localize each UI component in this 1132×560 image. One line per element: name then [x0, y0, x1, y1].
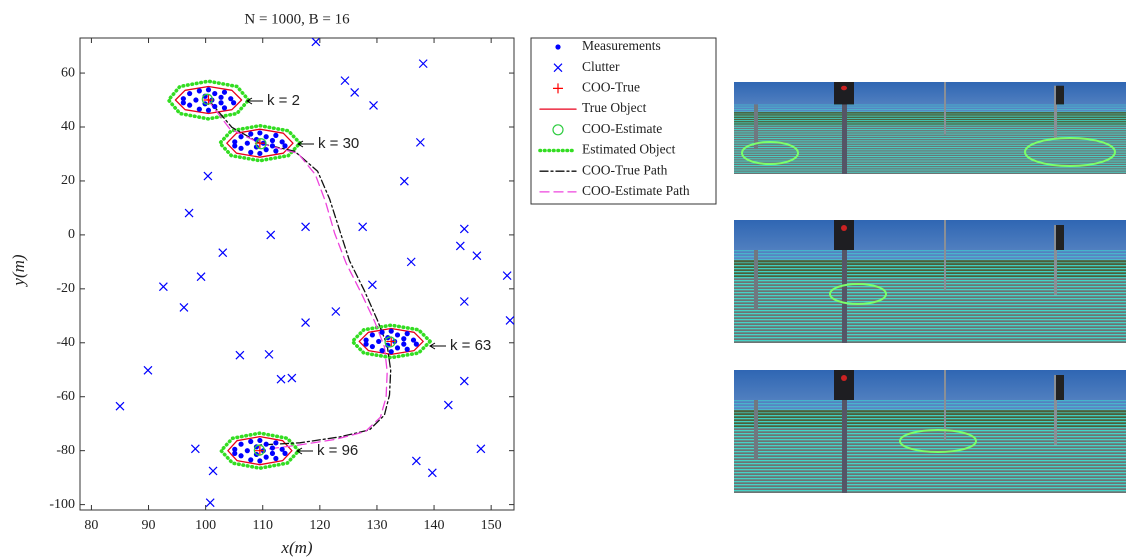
point: [222, 90, 227, 95]
point: [405, 347, 410, 352]
point: [257, 438, 262, 443]
point: [389, 349, 394, 354]
y-tick-label: -20: [56, 281, 75, 296]
point: [193, 97, 198, 102]
annotation: k = 30: [318, 135, 359, 152]
point: [206, 108, 211, 113]
legend-label: Estimated Object: [582, 142, 676, 157]
point: [197, 107, 202, 112]
point: [370, 332, 375, 337]
point: [379, 348, 384, 353]
point: [264, 455, 269, 460]
camera-image: [734, 220, 1126, 343]
x-tick-label: 130: [366, 518, 387, 533]
x-tick-label: 140: [424, 518, 445, 533]
point: [238, 442, 243, 447]
y-tick-label: 20: [61, 173, 75, 188]
point: [257, 151, 262, 156]
chart-title: N = 1000, B = 16: [244, 11, 350, 27]
point: [257, 130, 262, 135]
y-tick-label: -80: [56, 443, 75, 458]
point: [273, 440, 278, 445]
x-tick-label: 120: [309, 518, 330, 533]
point: [257, 458, 262, 463]
x-tick-label: 150: [481, 518, 502, 533]
y-tick-label: -60: [56, 389, 75, 404]
legend-label: COO-Estimate Path: [582, 183, 690, 198]
y-axis-label: y(m): [9, 254, 28, 287]
annotation: k = 2: [267, 92, 300, 109]
point: [218, 95, 223, 100]
point: [273, 133, 278, 138]
point: [206, 87, 211, 92]
point: [379, 330, 384, 335]
point: [273, 456, 278, 461]
legend-label: Measurements: [582, 38, 661, 53]
point: [181, 100, 186, 105]
point: [395, 345, 400, 350]
point: [248, 131, 253, 136]
point: [401, 342, 406, 347]
point: [238, 134, 243, 139]
x-tick-label: 110: [252, 518, 272, 533]
point: [222, 105, 227, 110]
point: [187, 91, 192, 96]
x-tick-label: 90: [142, 518, 156, 533]
point: [273, 148, 278, 153]
y-tick-label: -100: [49, 497, 75, 512]
legend-label: Clutter: [582, 59, 620, 74]
point: [248, 150, 253, 155]
point: [282, 451, 287, 456]
y-tick-label: -40: [56, 335, 75, 350]
point: [218, 100, 223, 105]
point: [264, 442, 269, 447]
point: [232, 451, 237, 456]
point: [238, 453, 243, 458]
point: [212, 91, 217, 96]
legend-label: COO-True: [582, 79, 640, 94]
legend-label: COO-True Path: [582, 162, 668, 177]
point: [232, 143, 237, 148]
annotation: k = 96: [317, 442, 358, 459]
point: [187, 103, 192, 108]
point: [245, 448, 250, 453]
point: [238, 146, 243, 151]
camera-image: [734, 370, 1126, 493]
point: [405, 331, 410, 336]
point: [248, 439, 253, 444]
point: [197, 88, 202, 93]
point: [248, 457, 253, 462]
point: [270, 143, 275, 148]
point: [231, 100, 236, 105]
y-tick-label: 40: [61, 119, 75, 134]
point: [401, 336, 406, 341]
point: [376, 339, 381, 344]
point: [395, 332, 400, 337]
point: [370, 344, 375, 349]
point: [389, 329, 394, 334]
page: {"chart_data": { "type": "scatter", "tit…: [0, 0, 1132, 560]
point: [245, 141, 250, 146]
point: [363, 342, 368, 347]
legend-symbol: [555, 44, 560, 49]
y-tick-label: 60: [61, 65, 75, 80]
point: [270, 445, 275, 450]
point: [270, 138, 275, 143]
point: [212, 104, 217, 109]
annotation: k = 63: [450, 337, 491, 354]
point: [270, 451, 275, 456]
point: [282, 143, 287, 148]
legend-label: COO-Estimate: [582, 121, 662, 136]
point: [264, 134, 269, 139]
point: [414, 342, 419, 347]
photo-panels: [734, 82, 1126, 493]
legend-label: True Object: [582, 100, 647, 115]
figure: N = 1000, B = 16 x(m) y(m) 80 90 100 110 120…: [0, 0, 1132, 560]
y-tick-label: 0: [68, 227, 75, 242]
x-axis-label: x(m): [280, 538, 312, 557]
x-tick-label: 80: [84, 518, 98, 533]
x-tick-label: 100: [195, 518, 216, 533]
